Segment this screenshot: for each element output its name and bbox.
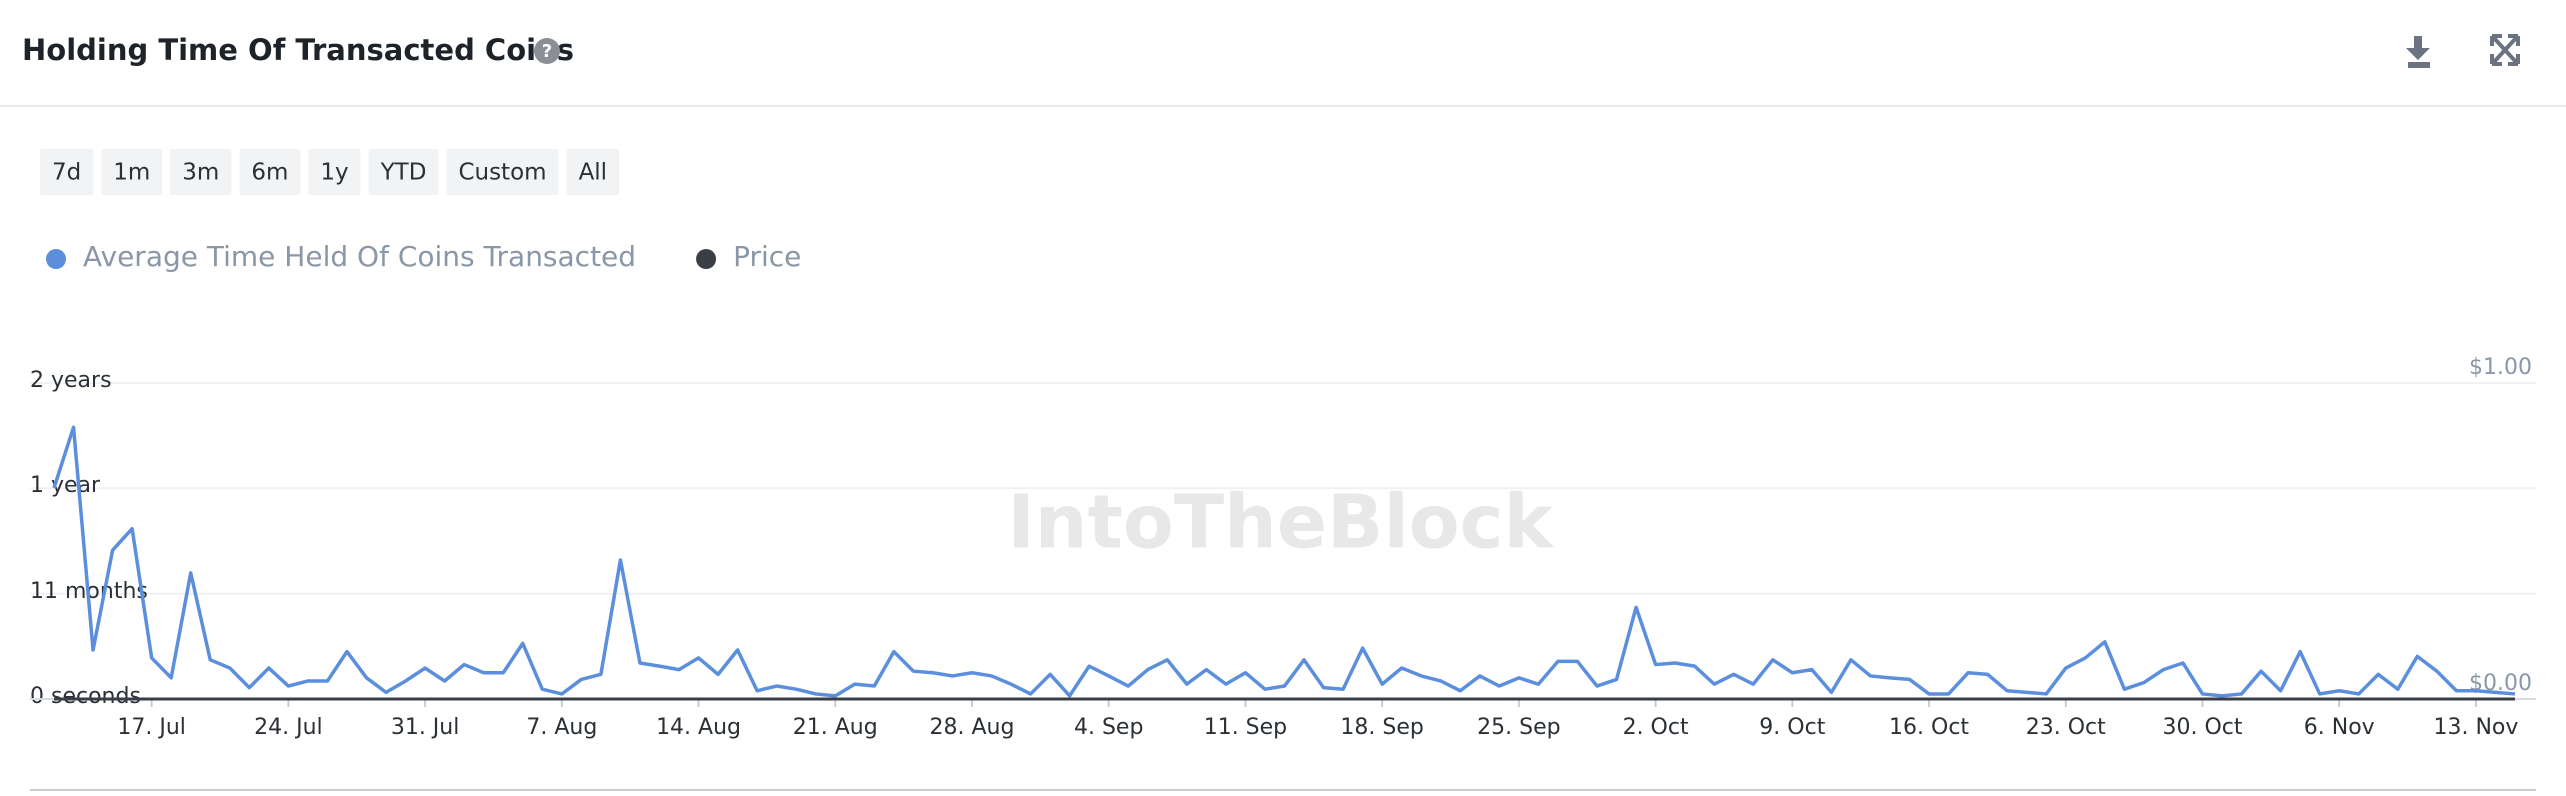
range-button-bg: [101, 149, 163, 195]
range-button-bg: [368, 149, 439, 195]
range-button[interactable]: 3m: [170, 149, 232, 195]
range-button-bg: [40, 149, 94, 195]
x-tick-label: 11. Sep: [1204, 715, 1287, 740]
x-tick-label: 9. Oct: [1759, 715, 1825, 740]
svg-text:?: ?: [542, 41, 552, 62]
y-tick-label: 2 years: [30, 368, 112, 393]
range-button[interactable]: All: [566, 149, 620, 195]
x-tick-label: 17. Jul: [117, 715, 186, 740]
range-button-label: All: [579, 160, 608, 186]
range-button-label: YTD: [380, 160, 427, 186]
range-button[interactable]: 6m: [239, 149, 301, 195]
fullscreen-button[interactable]: [2490, 34, 2520, 66]
x-tick-label: 23. Oct: [2026, 715, 2106, 740]
legend-item[interactable]: Average Time Held Of Coins Transacted: [46, 240, 636, 273]
range-button-label: 3m: [182, 160, 219, 186]
x-tick-label: 16. Oct: [1889, 715, 1969, 740]
range-button-bg: [446, 149, 559, 195]
x-tick-label: 21. Aug: [793, 715, 878, 740]
range-button-bg: [170, 149, 232, 195]
legend-swatch: [46, 249, 66, 269]
x-tick-label: 7. Aug: [526, 715, 597, 740]
data-line: [52, 425, 2516, 698]
range-button[interactable]: Custom: [446, 149, 559, 195]
x-tick-label: 31. Jul: [391, 715, 460, 740]
range-button-label: 1y: [320, 160, 348, 186]
range-button-label: 7d: [52, 160, 81, 186]
range-button[interactable]: YTD: [368, 149, 439, 195]
range-button[interactable]: 7d: [40, 149, 94, 195]
y-tick-label: 1 year: [30, 473, 101, 498]
x-tick-label: 18. Sep: [1340, 715, 1423, 740]
download-button[interactable]: [2406, 36, 2430, 68]
help-icon[interactable]: ?: [534, 38, 560, 64]
x-tick-label: 28. Aug: [930, 715, 1015, 740]
range-button-label: 6m: [251, 160, 288, 186]
x-tick-label: 14. Aug: [656, 715, 741, 740]
y2-tick-label: $1.00: [2469, 355, 2532, 380]
range-button[interactable]: 1m: [101, 149, 163, 195]
x-tick-label: 13. Nov: [2433, 715, 2518, 740]
y-tick-label: 0 seconds: [30, 684, 141, 709]
watermark: IntoTheBlock: [1007, 480, 1554, 566]
range-button-bg: [566, 149, 620, 195]
x-tick-label: 24. Jul: [254, 715, 323, 740]
x-tick-label: 2. Oct: [1623, 715, 1689, 740]
x-tick-label: 4. Sep: [1074, 715, 1143, 740]
panel-title: Holding Time Of Transacted Coins: [22, 33, 574, 67]
legend-label: Average Time Held Of Coins Transacted: [83, 240, 636, 273]
legend-label: Price: [733, 240, 801, 273]
x-tick-label: 25. Sep: [1477, 715, 1560, 740]
range-button-label: Custom: [458, 160, 546, 186]
range-button[interactable]: 1y: [308, 149, 361, 195]
legend-swatch: [696, 249, 717, 269]
legend-item[interactable]: Price: [696, 240, 801, 273]
range-button-bg: [239, 149, 301, 195]
range-button-bg: [308, 149, 361, 195]
x-tick-label: 30. Oct: [2162, 715, 2242, 740]
range-button-label: 1m: [113, 160, 150, 186]
x-tick-label: 6. Nov: [2304, 715, 2375, 740]
